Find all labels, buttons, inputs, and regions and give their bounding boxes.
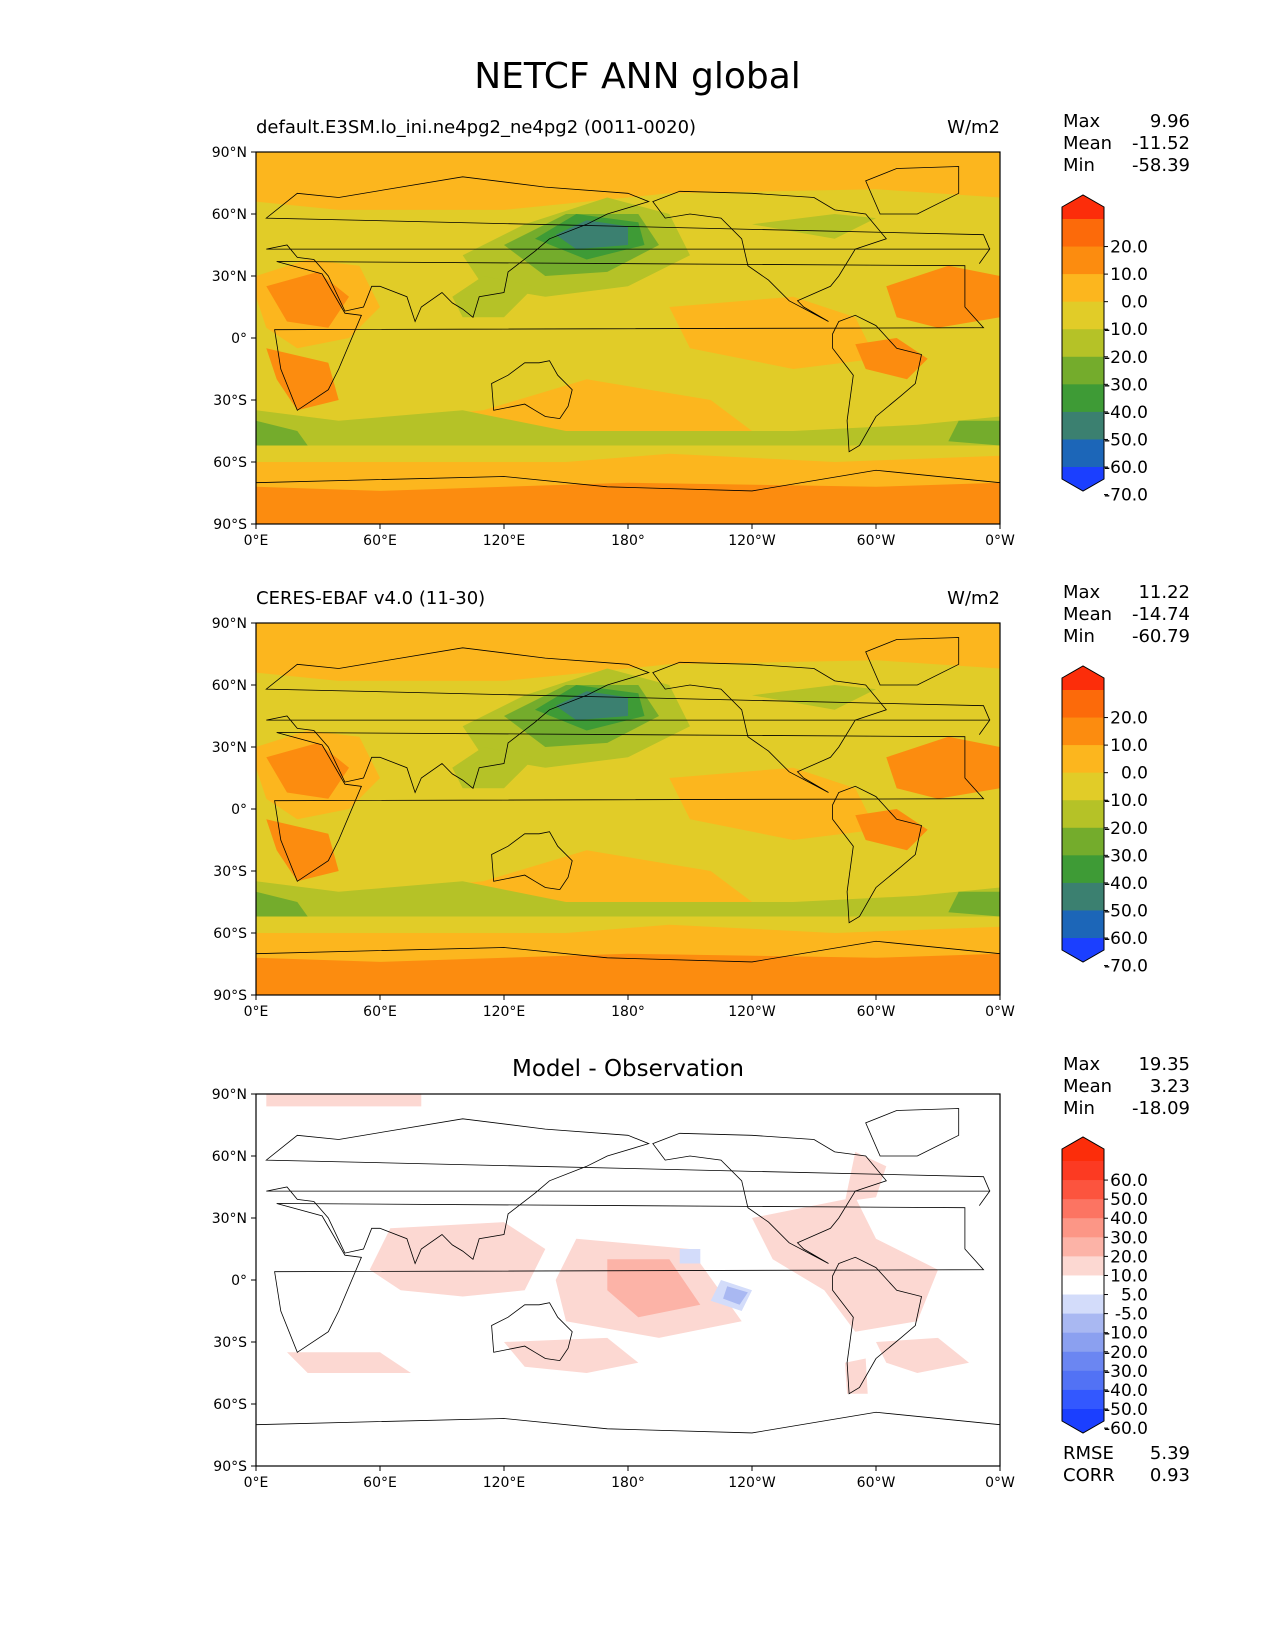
colorbar-tick-label: 0.0 <box>1121 764 1148 784</box>
stat-mean: Mean -14.74 <box>1063 604 1190 625</box>
colorbar-tick-label: -30.0 <box>1104 1362 1148 1382</box>
panel-model-stats: Max 9.96 Mean -11.52 Min -58.39 <box>1063 111 1190 177</box>
lon-tick-label: 60°E <box>363 1475 397 1491</box>
panel-observation-units: W/m2 <box>947 588 1000 609</box>
stat-min: Min -18.09 <box>1063 1098 1190 1119</box>
lat-tick-label: 0° <box>231 1273 247 1289</box>
colorbar-tick-label: -60.0 <box>1104 1419 1148 1439</box>
lon-tick-label: 120°W <box>728 1475 776 1491</box>
panel-difference: Model - Observation Max 19.35 Mean 3.23 Mi… <box>0 0 1275 1486</box>
antarctica-coastline <box>255 469 1001 492</box>
stat-min: Min -58.39 <box>1063 155 1190 176</box>
colorbar-tick-label: -40.0 <box>1104 1381 1148 1401</box>
colorbar-tick-label: -30.0 <box>1104 846 1148 866</box>
panel-difference-title: Model - Observation <box>511 1056 745 1082</box>
lon-tick-label: 120°E <box>483 1475 526 1491</box>
lon-tick-label: 60°E <box>363 533 397 549</box>
stat-max: Max 11.22 <box>1063 582 1190 603</box>
lat-tick-label: 90°N <box>212 616 247 632</box>
lon-tick-label: 60°W <box>857 1475 896 1491</box>
lon-tick-label: 60°W <box>857 1004 896 1020</box>
colorbar-tick-label: -5.0 <box>1115 1305 1148 1325</box>
lat-tick-label: 60°S <box>213 455 247 471</box>
antarctica-coastline <box>255 940 1001 963</box>
stat-max: Max 19.35 <box>1063 1054 1190 1075</box>
colorbar-tick-label: -20.0 <box>1104 1343 1148 1363</box>
lat-tick-label: 90°S <box>213 1459 247 1475</box>
panel-difference-metrics: RMSE 5.39 CORR 0.93 <box>1063 1443 1190 1487</box>
colorbar-tick-label: 40.0 <box>1110 1209 1148 1229</box>
antarctica-coastline <box>255 1411 1001 1434</box>
panel-observation-title: CERES-EBAF v4.0 (11-30) <box>256 588 486 609</box>
colorbar-tick-label: -70.0 <box>1104 957 1148 977</box>
colorbar-tick-label: 30.0 <box>1110 1228 1148 1248</box>
stat-max: Max 9.96 <box>1063 111 1190 132</box>
panel-model-title: default.E3SM.lo_ini.ne4pg2_ne4pg2 (0011-… <box>256 117 697 138</box>
colorbar-tick-label: -60.0 <box>1104 458 1148 478</box>
panel-model-units: W/m2 <box>947 117 1000 138</box>
panel-observation: CERES-EBAF v4.0 (11-30) W/m2 Max 11.22 Me… <box>0 0 1275 647</box>
panel-model: default.E3SM.lo_ini.ne4pg2_ne4pg2 (0011-… <box>0 0 1275 450</box>
lon-tick-label: 0°W <box>985 1475 1015 1491</box>
lon-tick-label: 0°W <box>985 1004 1015 1020</box>
stat-min: Min -60.79 <box>1063 626 1190 647</box>
lat-tick-label: 30°S <box>213 1335 247 1351</box>
lon-tick-label: 120°E <box>483 533 526 549</box>
lon-tick-label: 0°E <box>244 1475 269 1491</box>
figure-title: NETCF ANN global <box>474 56 801 97</box>
lon-tick-label: 120°W <box>728 533 776 549</box>
metric-rmse: RMSE 5.39 <box>1063 1443 1190 1464</box>
colorbar-tick-label: 10.0 <box>1110 736 1148 756</box>
colorbar-tick-label: -10.0 <box>1104 791 1148 811</box>
colorbar-tick-label: -70.0 <box>1104 486 1148 506</box>
colorbar-tick-label: -10.0 <box>1104 1324 1148 1344</box>
colorbar-tick-label: 60.0 <box>1110 1171 1148 1191</box>
colorbar-difference: 60.050.040.030.020.010.05.0-5.0-10.0-20.… <box>1061 1136 1148 1439</box>
lat-tick-label: 30°N <box>212 1211 247 1227</box>
lon-tick-label: 60°W <box>857 533 896 549</box>
lat-tick-label: 90°N <box>212 1087 247 1103</box>
lon-tick-label: 60°E <box>363 1004 397 1020</box>
panel-observation-stats: Max 11.22 Mean -14.74 Min -60.79 <box>1063 582 1190 648</box>
colorbar-tick-label: -50.0 <box>1104 901 1148 921</box>
colorbar-tick-label: 5.0 <box>1121 1286 1148 1306</box>
lat-tick-label: 60°S <box>213 926 247 942</box>
lat-tick-label: 60°S <box>213 1397 247 1413</box>
lon-tick-label: 180° <box>611 533 645 549</box>
lon-tick-label: 180° <box>611 1475 645 1491</box>
colorbar-tick-label: 20.0 <box>1110 1247 1148 1267</box>
lat-tick-label: 60°N <box>212 678 247 694</box>
lon-tick-label: 0°E <box>244 1004 269 1020</box>
colorbar-tick-label: -40.0 <box>1104 874 1148 894</box>
lon-tick-label: 0°E <box>244 533 269 549</box>
colorbar-tick-label: -50.0 <box>1104 1400 1148 1420</box>
colorbar-tick-label: 20.0 <box>1110 709 1148 729</box>
lon-tick-label: 0°W <box>985 533 1015 549</box>
lat-tick-label: 60°N <box>212 1149 247 1165</box>
map-background <box>256 623 1000 995</box>
lat-tick-label: 30°N <box>212 740 247 756</box>
colorbar-tick-label: 10.0 <box>1110 1266 1148 1286</box>
lon-tick-label: 120°W <box>728 1004 776 1020</box>
colorbar-tick-label: -20.0 <box>1104 819 1148 839</box>
lat-tick-label: 90°S <box>213 988 247 1004</box>
lon-tick-label: 120°E <box>483 1004 526 1020</box>
lat-tick-label: 90°S <box>213 517 247 533</box>
colorbar-tick-label: -60.0 <box>1104 929 1148 949</box>
colorbar-observation: 20.0 10.0 0.0 -10.0 -20.0 -30.0 -40.0 -50.0 -60.… <box>1061 665 1148 977</box>
panel-difference-stats: Max 19.35 Mean 3.23 Min -18.09 <box>1063 1054 1190 1120</box>
colorbar-tick-label: 50.0 <box>1110 1190 1148 1210</box>
metric-corr: CORR 0.93 <box>1063 1465 1190 1486</box>
stat-mean: Mean 3.23 <box>1063 1076 1190 1097</box>
lat-tick-label: 0° <box>231 802 247 818</box>
stat-mean: Mean -11.52 <box>1063 133 1190 154</box>
lon-tick-label: 180° <box>611 1004 645 1020</box>
lat-tick-label: 30°S <box>213 864 247 880</box>
